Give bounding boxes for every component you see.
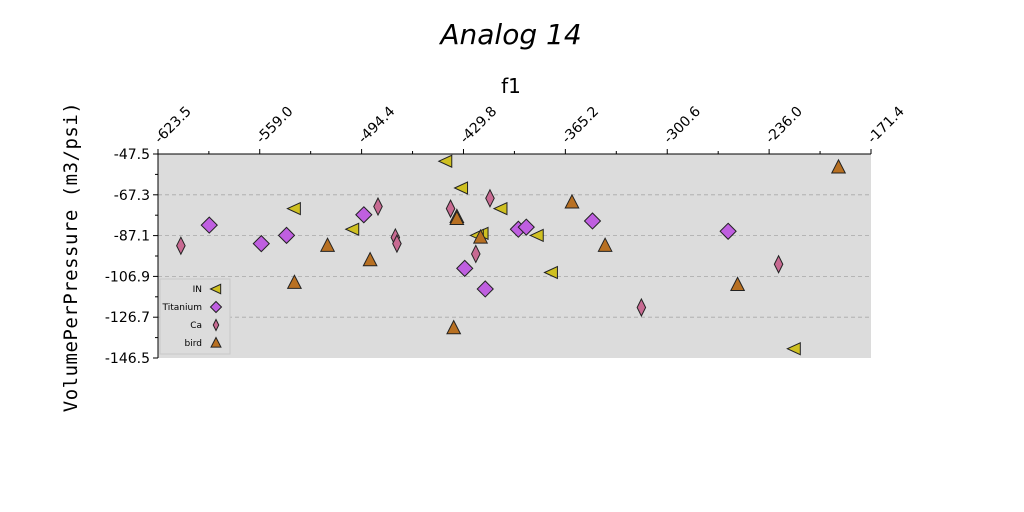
x-tick-label: -559.0 <box>253 104 296 147</box>
legend: IN Titanium Ca bird <box>159 278 231 355</box>
point-titanium <box>277 226 296 245</box>
y-tick-label: -67.3 <box>114 188 150 204</box>
point-bird <box>362 251 378 267</box>
point-bird <box>319 237 336 252</box>
y-axis: -47.5 -67.3 -87.1 -106.9 -126.7 -146.5 <box>105 147 159 367</box>
plot-area <box>158 154 871 358</box>
point-in <box>543 265 558 280</box>
point-titanium <box>456 259 474 278</box>
point-bird <box>449 210 465 226</box>
chart-title: Analog 14 <box>438 18 581 51</box>
point-in <box>453 181 469 195</box>
point-ca <box>373 196 383 217</box>
point-ca <box>470 244 481 264</box>
point-titanium <box>517 218 535 236</box>
point-in <box>492 201 508 216</box>
x-axis-label: f1 <box>501 74 521 98</box>
point-titanium <box>355 206 373 224</box>
point-in <box>286 201 301 216</box>
y-tick-label: -87.1 <box>114 229 150 245</box>
point-ca <box>176 236 186 256</box>
legend-marker <box>209 300 223 314</box>
x-tick-label: -300.6 <box>661 104 704 147</box>
point-ca <box>485 188 495 208</box>
point-in <box>529 228 544 243</box>
point-ca <box>392 234 402 254</box>
legend-label: bird <box>185 339 202 349</box>
y-axis-label: VolumePerPressure (m3/psi) <box>60 102 82 412</box>
point-titanium <box>476 280 494 298</box>
x-tick-label: -171.4 <box>865 104 908 147</box>
x-tick-label: -623.5 <box>152 104 195 147</box>
point-titanium <box>719 222 737 240</box>
legend-label: IN <box>193 285 202 295</box>
point-bird <box>564 193 580 209</box>
point-in <box>437 154 453 168</box>
point-in <box>786 341 801 356</box>
point-bird <box>472 228 489 244</box>
point-bird <box>286 274 302 289</box>
legend-marker <box>210 336 222 348</box>
y-tick-label: -47.5 <box>114 147 150 163</box>
point-titanium <box>200 216 218 234</box>
point-ca <box>636 297 647 318</box>
x-tick-label: -494.4 <box>355 104 398 147</box>
legend-label: Titanium <box>162 303 202 313</box>
x-tick-label: -429.8 <box>457 104 500 147</box>
y-tick-label: -106.9 <box>105 269 150 285</box>
legend-marker <box>212 318 220 332</box>
point-titanium <box>583 212 602 230</box>
point-bird <box>730 276 746 291</box>
point-bird <box>446 319 462 335</box>
data-points <box>176 154 847 356</box>
point-bird <box>597 237 613 252</box>
point-ca <box>773 254 784 274</box>
x-axis: -623.5 -559.0 -494.4 -429.8 -365.2 -300.6 -236… <box>152 104 908 155</box>
point-titanium <box>252 234 271 253</box>
x-tick-label: -365.2 <box>559 104 602 147</box>
point-ca <box>445 198 456 219</box>
point-in <box>344 222 360 236</box>
x-tick-label: -236.0 <box>763 104 806 147</box>
y-tick-label: -126.7 <box>105 310 150 326</box>
legend-label: Ca <box>190 321 202 331</box>
point-bird <box>830 158 847 174</box>
legend-marker <box>209 283 222 295</box>
y-tick-label: -146.5 <box>105 351 150 367</box>
